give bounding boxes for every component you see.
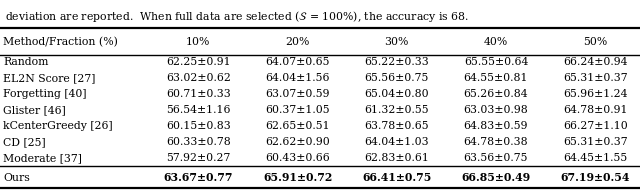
Text: Moderate [37]: Moderate [37] bbox=[3, 153, 82, 163]
Text: 65.22±0.33: 65.22±0.33 bbox=[364, 57, 429, 67]
Text: Forgetting [40]: Forgetting [40] bbox=[3, 89, 86, 99]
Text: 63.78±0.65: 63.78±0.65 bbox=[365, 121, 429, 131]
Text: 63.07±0.59: 63.07±0.59 bbox=[266, 89, 330, 99]
Text: Random: Random bbox=[3, 57, 49, 67]
Text: 65.31±0.37: 65.31±0.37 bbox=[563, 73, 627, 83]
Text: 61.32±0.55: 61.32±0.55 bbox=[365, 105, 429, 115]
Text: 64.55±0.81: 64.55±0.81 bbox=[464, 73, 528, 83]
Text: 60.37±1.05: 60.37±1.05 bbox=[266, 105, 330, 115]
Text: Ours: Ours bbox=[3, 173, 30, 183]
Text: 65.56±0.75: 65.56±0.75 bbox=[365, 73, 429, 83]
Text: 60.71±0.33: 60.71±0.33 bbox=[166, 89, 231, 99]
Text: 64.04±1.03: 64.04±1.03 bbox=[365, 137, 429, 147]
Text: 50%: 50% bbox=[583, 37, 607, 47]
Text: 40%: 40% bbox=[484, 37, 508, 47]
Text: 62.65±0.51: 62.65±0.51 bbox=[266, 121, 330, 131]
Text: 65.26±0.84: 65.26±0.84 bbox=[464, 89, 528, 99]
Text: 63.02±0.62: 63.02±0.62 bbox=[166, 73, 231, 83]
Text: 65.55±0.64: 65.55±0.64 bbox=[464, 57, 528, 67]
Text: 30%: 30% bbox=[385, 37, 409, 47]
Text: 66.41±0.75: 66.41±0.75 bbox=[362, 172, 431, 183]
Text: kCenterGreedy [26]: kCenterGreedy [26] bbox=[3, 121, 113, 131]
Text: 63.03±0.98: 63.03±0.98 bbox=[463, 105, 529, 115]
Text: Method/Fraction (%): Method/Fraction (%) bbox=[3, 37, 118, 47]
Text: deviation are reported.  When full data are selected ($\mathcal{S}$ = 100%), the: deviation are reported. When full data a… bbox=[5, 9, 469, 24]
Text: 56.54±1.16: 56.54±1.16 bbox=[166, 105, 230, 115]
Text: 63.56±0.75: 63.56±0.75 bbox=[464, 153, 528, 163]
Text: 65.91±0.72: 65.91±0.72 bbox=[263, 172, 332, 183]
Text: EL2N Score [27]: EL2N Score [27] bbox=[3, 73, 95, 83]
Text: 62.25±0.91: 62.25±0.91 bbox=[166, 57, 230, 67]
Text: CD [25]: CD [25] bbox=[3, 137, 46, 147]
Text: 64.07±0.65: 64.07±0.65 bbox=[266, 57, 330, 67]
Text: 65.31±0.37: 65.31±0.37 bbox=[563, 137, 627, 147]
Text: 64.83±0.59: 64.83±0.59 bbox=[464, 121, 528, 131]
Text: 62.62±0.90: 62.62±0.90 bbox=[265, 137, 330, 147]
Text: 65.04±0.80: 65.04±0.80 bbox=[365, 89, 429, 99]
Text: 65.96±1.24: 65.96±1.24 bbox=[563, 89, 627, 99]
Text: 63.67±0.77: 63.67±0.77 bbox=[164, 172, 233, 183]
Text: 20%: 20% bbox=[285, 37, 310, 47]
Text: 66.85±0.49: 66.85±0.49 bbox=[461, 172, 531, 183]
Text: 64.78±0.91: 64.78±0.91 bbox=[563, 105, 627, 115]
Text: 64.04±1.56: 64.04±1.56 bbox=[266, 73, 330, 83]
Text: 60.15±0.83: 60.15±0.83 bbox=[166, 121, 231, 131]
Text: 62.83±0.61: 62.83±0.61 bbox=[364, 153, 429, 163]
Text: 60.43±0.66: 60.43±0.66 bbox=[265, 153, 330, 163]
Text: 66.27±1.10: 66.27±1.10 bbox=[563, 121, 628, 131]
Text: Glister [46]: Glister [46] bbox=[3, 105, 66, 115]
Text: 64.78±0.38: 64.78±0.38 bbox=[464, 137, 528, 147]
Text: 60.33±0.78: 60.33±0.78 bbox=[166, 137, 231, 147]
Text: 67.19±0.54: 67.19±0.54 bbox=[561, 172, 630, 183]
Text: 10%: 10% bbox=[186, 37, 211, 47]
Text: 66.24±0.94: 66.24±0.94 bbox=[563, 57, 627, 67]
Text: 64.45±1.55: 64.45±1.55 bbox=[563, 153, 627, 163]
Text: 57.92±0.27: 57.92±0.27 bbox=[166, 153, 230, 163]
